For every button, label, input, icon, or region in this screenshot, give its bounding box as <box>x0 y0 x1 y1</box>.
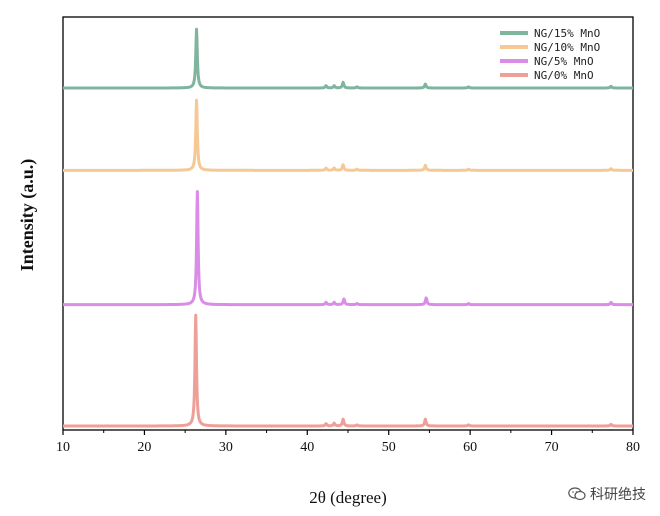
x-tick-label: 40 <box>300 440 314 455</box>
x-axis: 10 20 30 40 50 60 70 80 <box>56 430 640 455</box>
series-layer <box>61 27 635 428</box>
watermark: 科研绝技 <box>568 484 646 504</box>
legend-label: NG/0% MnO <box>534 69 594 82</box>
series-line <box>61 313 635 428</box>
x-tick-label: 80 <box>626 440 640 455</box>
x-tick-label: 50 <box>382 440 396 455</box>
legend-label: NG/5% MnO <box>534 55 594 68</box>
wechat-icon <box>568 487 586 501</box>
series-line <box>61 27 635 90</box>
watermark-text: 科研绝技 <box>590 487 646 503</box>
x-tick-label: 60 <box>463 440 477 455</box>
x-tick-label: 20 <box>137 440 151 455</box>
legend-label: NG/10% MnO <box>534 41 600 54</box>
x-tick-label: 70 <box>545 440 559 455</box>
legend-label: NG/15% MnO <box>534 27 600 40</box>
series-line <box>61 190 635 307</box>
series-line <box>61 98 635 172</box>
x-axis-title: 2θ (degree) <box>309 488 387 507</box>
x-tick-label: 10 <box>56 440 70 455</box>
x-tick-label: 30 <box>219 440 233 455</box>
y-axis-title: Intensity (a.u.) <box>17 159 38 272</box>
